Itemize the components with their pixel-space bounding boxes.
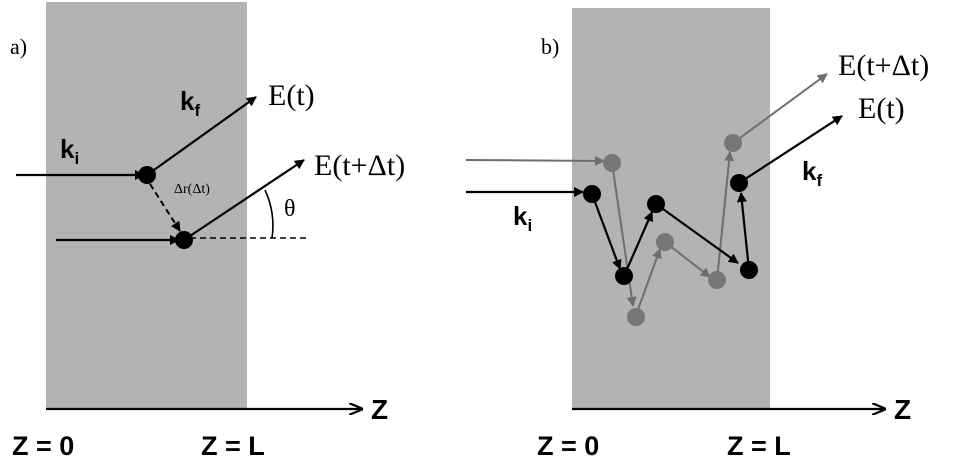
- kf-label-b: kf: [802, 156, 822, 190]
- z-zero-label-a: Z = 0: [12, 431, 74, 461]
- path-t: [466, 115, 843, 277]
- field-t-dt-label-a: E(t+Δt): [314, 149, 405, 182]
- panel-b: b): [465, 8, 929, 461]
- z-axis-label-b: Z: [894, 394, 911, 425]
- scatterer-b-black: [583, 185, 601, 203]
- scatterer-b-gray: [724, 134, 742, 152]
- scatterer-b-black: [740, 261, 758, 279]
- angle-label: θ: [284, 196, 296, 222]
- scattering-medium-b: [572, 8, 770, 409]
- scatterer-b-gray: [603, 154, 621, 172]
- ki-label-a: ki: [60, 134, 79, 168]
- outgoing-ray-a2: [183, 159, 305, 241]
- displacement-label: Δr(Δt): [174, 182, 210, 197]
- panel-a-label: a): [10, 34, 27, 59]
- ki-label-b: ki: [513, 201, 532, 235]
- scatterer-b-gray: [656, 233, 674, 251]
- field-t-label-b: E(t): [858, 92, 905, 125]
- panel-a: a) ki kf E(t) E(t+Δt) Δr(Δt) θ Z Z = 0 Z…: [10, 2, 405, 461]
- z-l-label-a: Z = L: [201, 431, 265, 461]
- scatterer-b-gray: [708, 271, 726, 289]
- path-t-dt: [465, 73, 828, 316]
- kf-label-a: kf: [180, 86, 200, 120]
- scatterer-b-black: [730, 174, 748, 192]
- panel-b-label: b): [541, 34, 559, 59]
- scattering-medium-a: [46, 2, 247, 409]
- z-l-label-b: Z = L: [727, 431, 791, 461]
- scatterers-t-dt: [603, 134, 742, 326]
- angle-arc: [264, 189, 274, 239]
- z-axis-label-a: Z: [371, 394, 388, 425]
- scatterer-b-black: [615, 267, 633, 285]
- scatterers-t: [583, 174, 758, 285]
- scatterer-b-black: [647, 195, 665, 213]
- field-t-label-a: E(t): [268, 79, 315, 112]
- scatterer-b-gray: [627, 308, 645, 326]
- outgoing-ray-a1: [146, 96, 257, 176]
- z-zero-label-b: Z = 0: [537, 431, 599, 461]
- field-t-dt-label-b: E(t+Δt): [838, 49, 929, 82]
